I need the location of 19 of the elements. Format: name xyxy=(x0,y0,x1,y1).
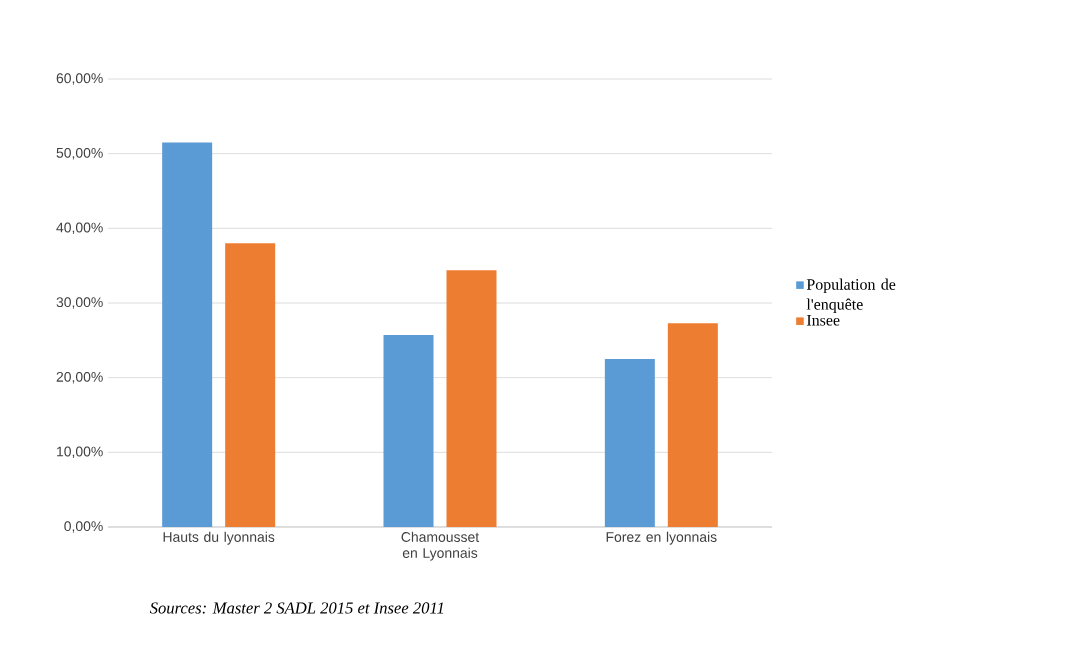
y-tick-label: 0,00% xyxy=(64,521,103,533)
y-tick-label: 30,00% xyxy=(56,297,103,309)
bar xyxy=(667,323,718,527)
y-tick-label: 60,00% xyxy=(56,73,103,85)
x-tick-label: Chamousset en Lyonnais xyxy=(401,531,480,561)
bar xyxy=(162,142,213,527)
bar xyxy=(225,243,276,527)
y-tick-label: 10,00% xyxy=(57,446,103,459)
x-tick-label: Forez en lyonnais xyxy=(606,531,717,545)
legend-label: Population de l'enquête xyxy=(806,278,896,313)
bar xyxy=(383,335,434,527)
y-tick-label: 50,00% xyxy=(56,147,103,160)
legend-label: Insee xyxy=(806,314,840,326)
y-tick-label: 40,00% xyxy=(56,222,103,235)
source-note: Sources: Master 2 SADL 2015 et Insee 2011 xyxy=(149,602,444,614)
bar xyxy=(604,359,655,527)
y-tick-label: 20,00% xyxy=(56,371,103,384)
x-tick-label: Hauts du lyonnais xyxy=(163,531,275,545)
bar xyxy=(446,270,497,527)
